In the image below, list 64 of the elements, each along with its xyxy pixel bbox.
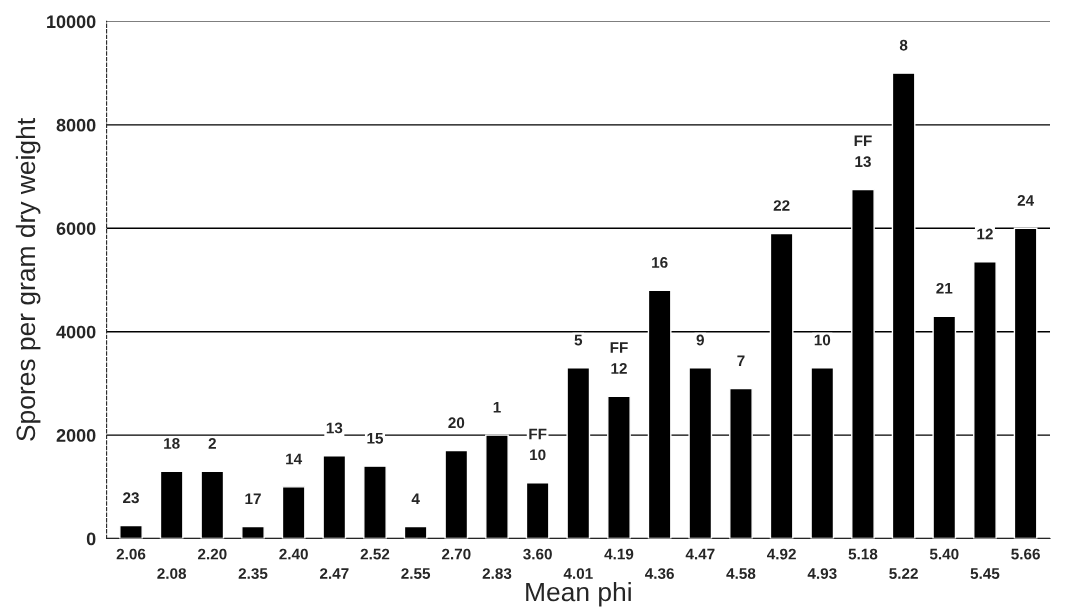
y-tick-label: 4000	[56, 325, 96, 339]
x-tick-label: 5.40	[929, 548, 959, 560]
annotation: 9	[696, 334, 704, 346]
annotation: 16	[652, 257, 668, 268]
x-tick-label: 4.47	[685, 548, 715, 560]
x-tick-label: 2.35	[238, 568, 268, 579]
bar	[281, 486, 306, 539]
x-tick-label: 4.01	[563, 568, 593, 579]
y-tick-label: 10000	[47, 15, 96, 29]
bar	[322, 455, 347, 539]
x-tick-label: 3.60	[523, 548, 552, 560]
annotation: FF 10	[529, 428, 547, 461]
x-tick-label: 4.93	[807, 568, 837, 579]
x-tick-label: 5.45	[970, 568, 1000, 579]
x-tick-label: 4.19	[604, 548, 634, 560]
bar	[200, 470, 225, 539]
y-tick-label: 0	[86, 532, 96, 546]
x-tick-label: 2.40	[279, 548, 308, 560]
annotation: 7	[737, 355, 745, 366]
bar	[363, 465, 387, 539]
x-tick-label: 5.22	[889, 568, 918, 579]
annotation: 2	[208, 438, 216, 449]
annotation: 24	[1017, 194, 1035, 206]
y-axis-title: Spores per gram dry weight	[15, 118, 41, 441]
x-tick-label: 5.18	[848, 548, 878, 560]
annotation: 23	[123, 492, 139, 504]
x-tick-label: 2.20	[197, 548, 227, 560]
x-tick-label: 2.52	[360, 548, 390, 560]
x-tick-label: 4.92	[766, 548, 796, 560]
annotation: 14	[286, 453, 303, 465]
x-tick-label: 2.83	[482, 568, 512, 579]
x-tick-label: 2.70	[441, 548, 471, 560]
bar	[119, 524, 143, 539]
bar	[444, 449, 469, 539]
annotation: FF 12	[610, 342, 628, 374]
annotation: 5	[574, 334, 583, 346]
annotation: 17	[245, 493, 261, 505]
annotation: 12	[977, 228, 993, 240]
y-tick-label: 2000	[56, 429, 96, 442]
x-tick-label: 2.08	[157, 568, 187, 579]
x-tick-label: 2.47	[319, 568, 349, 579]
annotation: 15	[367, 433, 384, 444]
annotation: 13	[326, 422, 343, 434]
bar	[241, 525, 265, 539]
y-tick-label: 6000	[56, 222, 96, 235]
x-tick-label: 2.55	[401, 568, 431, 579]
annotation: 1	[493, 402, 501, 413]
x-axis-title: Mean phi	[526, 581, 631, 607]
x-tick-label: 5.66	[1011, 548, 1040, 560]
annotation: 21	[936, 282, 953, 294]
bar	[159, 470, 184, 539]
annotation: 4	[411, 493, 420, 505]
annotation: 8	[899, 39, 908, 51]
x-tick-label: 4.36	[645, 568, 674, 579]
bar	[525, 482, 550, 539]
annotation: 22	[773, 200, 790, 211]
annotation: FF 13	[854, 135, 872, 168]
y-tick-label: 8000	[56, 118, 96, 132]
annotation: 18	[164, 438, 180, 449]
bar	[403, 525, 428, 539]
annotation: 20	[448, 417, 465, 429]
x-tick-label: 4.58	[726, 568, 756, 579]
annotation: 10	[814, 334, 831, 346]
x-tick-label: 2.06	[116, 548, 146, 560]
